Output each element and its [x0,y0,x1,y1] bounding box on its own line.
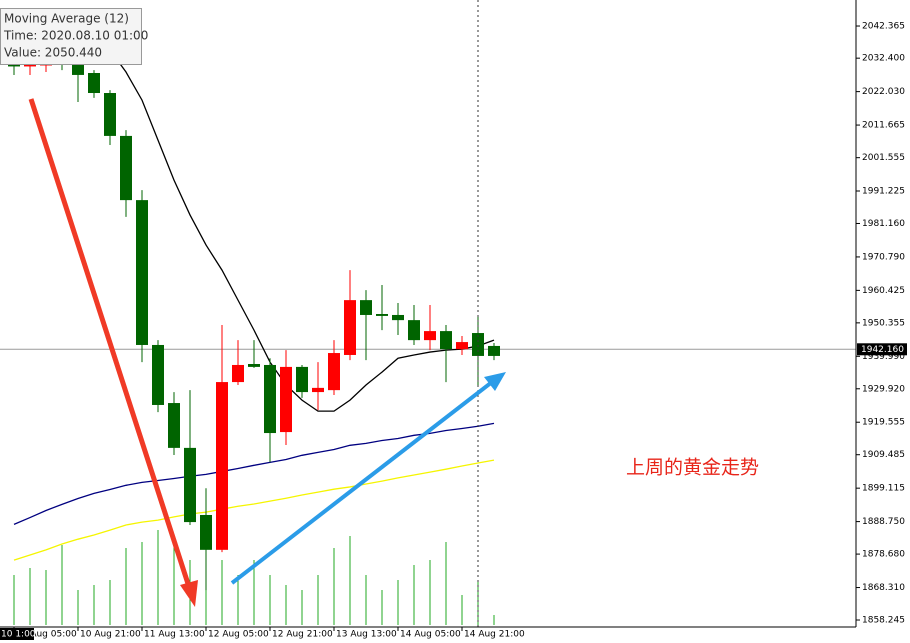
current-price-label: 1942.160 [861,345,904,355]
crosshair-label: 10 1:00 [1,630,36,640]
candle-body [280,366,292,433]
candle-body [488,345,500,356]
y-tick-label: 2011.665 [862,121,905,131]
plot-area [0,34,856,625]
y-tick-label: 1970.790 [862,252,905,262]
y-tick-label: 1919.555 [862,418,905,428]
y-tick-label: 2022.030 [862,87,905,97]
candle-body [200,514,212,550]
candle-body [296,366,308,393]
y-tick-label: 1868.310 [862,583,905,593]
tooltip-box [0,8,142,65]
candle-body [360,300,372,315]
candle-body [248,364,260,367]
candle-body [232,364,244,383]
y-tick-label: 1858.245 [862,616,905,626]
candle-body [344,300,356,355]
crosshair-label-box [0,628,34,640]
y-tick-label: 1899.115 [862,484,905,494]
candle-body [472,333,484,356]
moving-average-line [13,459,495,561]
axes: 2042.365 2032.400 2022.030 2011.665 2001.555… [13,22,907,640]
price-axis [856,0,910,643]
x-tick-label: 11 Aug 13:00 [144,630,205,640]
y-tick-label: 1981.160 [862,219,905,229]
candle-body [376,314,388,316]
candle-body [440,331,452,350]
candle-body [216,382,228,550]
y-tick-label: 1929.920 [862,384,905,394]
y-tick-label: 2032.400 [862,54,905,64]
annotation: 上周的黄金走势 [626,457,759,479]
x-tick-label: 13 Aug 13:00 [336,630,397,640]
y-tick-label: 1991.225 [862,187,905,197]
x-tick-label: 12 Aug 05:00 [208,630,269,640]
candle-body [408,320,420,341]
candle-body [456,342,468,350]
current-price-box [857,343,907,356]
candle-body [312,387,324,393]
candle-body [136,200,148,345]
y-tick-label: 1878.680 [862,550,905,560]
candle-body [88,73,100,94]
candle-body [8,64,20,67]
candle-body [184,447,196,523]
candle-body [392,314,404,321]
y-tick-label: 2042.365 [862,22,905,32]
candle-body [24,64,36,67]
tooltip-value: Value: 2050.440 [4,46,102,60]
tooltip-time: Time: 2020.08.10 01:00 [3,29,148,43]
x-tick-label: 14 Aug 21:00 [464,630,525,640]
x-tick-label: 14 Aug 05:00 [400,630,461,640]
x-tick-label: 10 Aug 21:00 [80,630,141,640]
candle-body [104,93,116,136]
x-tick-label: 10 Aug 05:00 [16,630,77,640]
candle-body [328,353,340,391]
tooltip-title: Moving Average (12) [4,12,129,26]
y-tick-label: 1909.485 [862,450,905,460]
y-tick-label: 1950.355 [862,318,905,328]
y-tick-label: 1939.990 [862,352,905,362]
x-tick-label: 12 Aug 21:00 [272,630,333,640]
moving-average-line [13,422,495,525]
y-tick-label: 1888.750 [862,517,905,527]
tooltip: Moving Average (12) Time: 2020.08.10 01:… [0,8,148,65]
candle-body [120,135,132,201]
y-tick-label: 1960.425 [862,286,905,296]
red-arrow [28,98,198,607]
candle-body [424,331,436,341]
blue-arrow [230,372,506,585]
y-tick-label: 2001.555 [862,153,905,163]
candle-body [152,344,164,405]
candle-body [168,403,180,448]
candle-body [264,364,276,434]
moving-average-line [93,34,495,412]
